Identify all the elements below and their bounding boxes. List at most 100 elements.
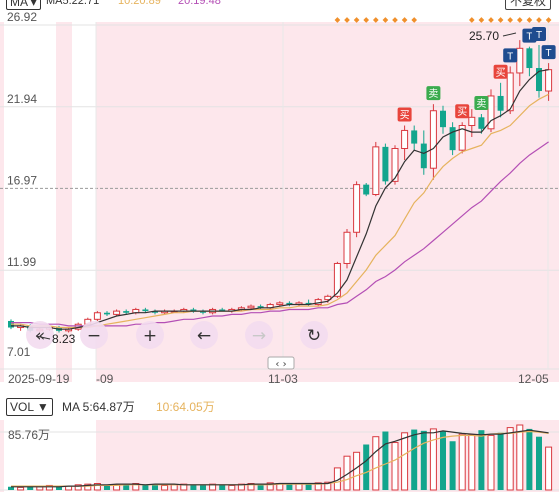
candle <box>200 309 206 315</box>
signal-dot <box>536 17 542 23</box>
candle-body <box>257 306 264 308</box>
candle-body <box>478 117 485 129</box>
candle-body <box>113 310 121 315</box>
sell-marker[interactable]: 卖 <box>426 86 441 101</box>
background-band <box>0 420 4 492</box>
volume-bar <box>429 428 437 491</box>
candle <box>458 122 466 154</box>
signal-dot <box>411 17 418 23</box>
candle <box>142 307 149 313</box>
signal-dot <box>497 17 504 23</box>
signal-dot <box>468 17 475 23</box>
candle <box>333 261 341 298</box>
candle-body <box>468 116 476 127</box>
zoom-out-button[interactable]: − <box>80 321 108 349</box>
candle-body <box>526 48 533 69</box>
volume-bar <box>84 483 92 491</box>
candle-body <box>420 143 427 169</box>
candle-body <box>152 311 158 313</box>
candle-body <box>353 184 361 233</box>
scroll-left-fast-button[interactable]: « <box>26 321 54 349</box>
candle <box>449 122 456 156</box>
background-bands <box>0 22 559 492</box>
t-marker[interactable]: T <box>503 48 518 63</box>
candle-body <box>276 302 284 306</box>
volume-bar <box>190 484 197 490</box>
candle-body <box>200 311 206 313</box>
volume-bar <box>468 434 476 491</box>
candle-body <box>449 127 456 151</box>
reset-button[interactable]: ↻ <box>300 321 328 349</box>
high-price-pointer <box>502 32 517 37</box>
buy-marker-label: 买 <box>457 106 467 118</box>
date-axis-label: 2025-09-19 <box>8 372 70 386</box>
t-marker-label: T <box>526 32 532 43</box>
price-axis-label: 21.94 <box>7 92 37 106</box>
buy-marker-label: 买 <box>400 110 410 122</box>
ma5-value: MA5:22.71 <box>46 0 100 7</box>
zoom-in-button-bg <box>136 321 164 349</box>
sell-marker[interactable]: 卖 <box>474 96 489 111</box>
candle-body <box>343 231 351 264</box>
ma-indicator-selector[interactable]: MA ▾ <box>6 0 41 10</box>
t-marker[interactable]: T <box>532 27 546 42</box>
buy-marker[interactable]: 买 <box>493 64 508 79</box>
zoom-in-icon: + <box>143 326 157 346</box>
volume-bar <box>401 432 409 491</box>
date-axis-label: 12-05 <box>518 372 549 386</box>
candle-body <box>440 110 446 128</box>
signal-dot <box>353 17 360 23</box>
volume-bar <box>45 484 53 491</box>
low-price-label: 8.23 <box>52 332 76 346</box>
volume-bar <box>152 484 158 490</box>
candle-body <box>333 262 341 297</box>
candle <box>363 182 370 197</box>
signal-dot <box>334 17 341 23</box>
buy-marker-bg <box>493 64 508 79</box>
price-axis-label: 11.99 <box>7 255 36 269</box>
candle-body <box>123 311 130 313</box>
buy-marker[interactable]: 买 <box>455 104 470 119</box>
candle-body <box>142 309 149 312</box>
pan-right-button[interactable]: → <box>245 321 273 349</box>
volume-bar <box>170 484 178 491</box>
buy-marker[interactable]: 买 <box>397 107 412 122</box>
volume-bar <box>74 484 82 491</box>
candle <box>257 304 264 310</box>
candle <box>440 105 446 134</box>
volume-header: VOL ▼ MA 5:64.87万 10:64.05万 <box>0 396 559 416</box>
candle <box>123 309 130 315</box>
signal-dot <box>488 17 494 23</box>
volume-bar <box>372 436 380 491</box>
pan-left-icon: ← <box>197 326 211 346</box>
pan-left-button[interactable]: ← <box>190 321 218 349</box>
candle <box>478 114 485 134</box>
volume-bar <box>536 436 542 490</box>
zoom-in-button[interactable]: + <box>136 321 164 349</box>
volume-bar <box>17 486 25 491</box>
signal-dot <box>363 17 370 23</box>
volume-bar <box>219 484 226 490</box>
price-axis-label: 7.01 <box>7 345 31 359</box>
candle <box>113 309 121 317</box>
volume-bar <box>545 446 553 491</box>
candle <box>372 141 380 197</box>
background-band <box>56 22 72 382</box>
pan-right-icon: → <box>252 326 266 346</box>
candle <box>506 66 514 115</box>
range-handle[interactable]: ‹ › <box>267 356 295 370</box>
volume-bar <box>200 485 206 490</box>
candle <box>353 181 361 238</box>
candle <box>497 82 504 118</box>
volume-indicator-selector[interactable]: VOL ▼ <box>6 398 53 416</box>
background-band <box>543 22 559 382</box>
chart-header: MA ▾ MA5:22.71 10:20.89 20:19.48 不复权 <box>0 0 559 10</box>
volume-bar <box>516 424 524 491</box>
candle-body <box>382 146 389 182</box>
adjust-selector-button[interactable]: 不复权 <box>504 0 551 10</box>
signal-dot <box>478 17 485 23</box>
volume-bar <box>8 486 14 490</box>
t-marker-label: T <box>536 30 542 41</box>
t-marker[interactable]: T <box>541 45 556 60</box>
